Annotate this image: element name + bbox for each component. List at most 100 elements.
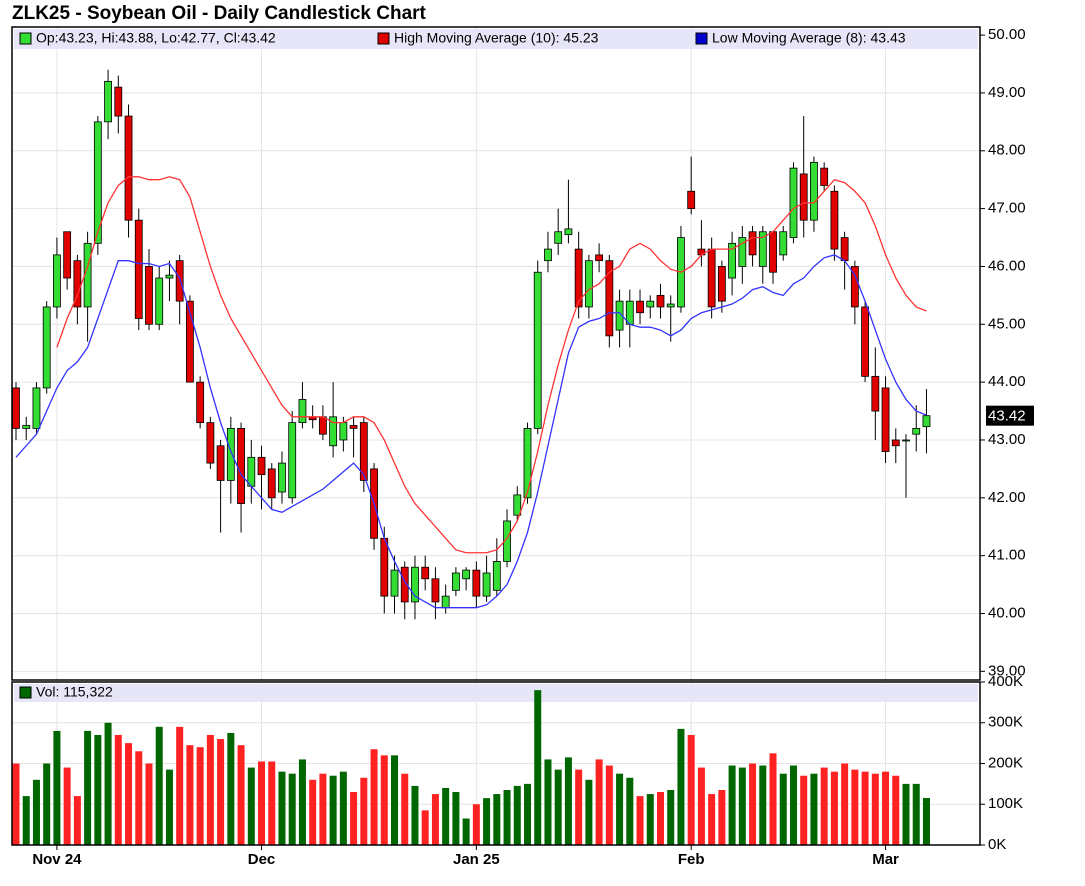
candle-body <box>533 271 542 429</box>
volume-bar <box>636 796 644 845</box>
candle-body <box>267 468 276 499</box>
volume-bar <box>595 759 603 845</box>
volume-bar <box>288 773 296 845</box>
y-tick-label: 47.00 <box>988 200 1026 217</box>
volume-bar <box>63 767 71 845</box>
candle-body <box>482 572 491 597</box>
volume-bar <box>841 763 849 845</box>
candle-body <box>656 294 665 308</box>
legend-swatch <box>695 32 708 45</box>
candle-body <box>646 300 655 308</box>
candle-body <box>554 231 563 244</box>
candle-body <box>114 86 123 117</box>
volume-bar <box>411 785 419 845</box>
candle-body <box>237 428 245 504</box>
volume-bar <box>268 761 276 845</box>
volume-bar <box>882 771 890 845</box>
candle-body <box>226 428 235 481</box>
candle-body <box>912 428 921 435</box>
volume-bar <box>462 818 470 845</box>
volume-bar <box>114 734 122 845</box>
volume-bar <box>145 763 153 845</box>
candle-body <box>513 494 522 516</box>
volume-bar <box>544 759 552 845</box>
volume-bar <box>94 734 102 845</box>
candle-body <box>380 537 389 597</box>
legend-label: Op:43.23, Hi:43.88, Lo:42.77, Cl:43.42 <box>36 30 276 46</box>
volume-bar <box>554 769 562 845</box>
y-tick-label: 39.00 <box>988 662 1026 679</box>
candle-body <box>134 219 143 319</box>
volume-bar <box>738 767 746 845</box>
candle-body <box>63 231 72 279</box>
candle-body <box>145 266 153 325</box>
volume-bar <box>278 771 286 845</box>
candle-body <box>472 569 481 597</box>
y-tick-label: 43.00 <box>988 431 1026 448</box>
candle-body <box>247 456 256 487</box>
legend-band <box>14 684 978 702</box>
volume-bar <box>789 765 797 845</box>
volume-bar <box>125 743 133 845</box>
candle-body <box>871 375 880 412</box>
candle-body <box>441 595 450 609</box>
x-tick-label: Dec <box>248 851 276 868</box>
y-tick-label: 44.00 <box>988 373 1026 390</box>
y-tick-label: 40.00 <box>988 604 1026 621</box>
candle-body <box>707 248 716 308</box>
volume-bar <box>708 794 716 845</box>
x-tick-label: Nov 24 <box>32 851 82 868</box>
volume-bar <box>84 730 92 845</box>
chart-title: ZLK25 - Soybean Oil - Daily Candlestick … <box>12 3 427 24</box>
volume-bar <box>749 763 757 845</box>
candle-body <box>615 300 624 331</box>
volume-bar <box>892 775 900 845</box>
y-tick-label: 300K <box>988 714 1023 731</box>
volume-bar <box>22 796 30 845</box>
volume-bar <box>329 775 337 845</box>
volume-bar <box>687 734 695 845</box>
candle-body <box>349 425 358 429</box>
candle-body <box>779 231 788 256</box>
candle-body <box>186 300 194 383</box>
y-tick-label: 48.00 <box>988 142 1026 159</box>
volume-bar <box>851 769 859 845</box>
candle-body <box>605 260 614 337</box>
candle-body <box>175 260 184 302</box>
legend-swatch <box>19 686 32 699</box>
volume-bar <box>104 722 112 845</box>
y-tick-label: 45.00 <box>988 315 1026 332</box>
candle-body <box>339 422 348 441</box>
legend-swatch <box>19 32 32 45</box>
y-tick-label: 41.00 <box>988 547 1026 564</box>
volume-bar <box>616 773 624 845</box>
volume-bar <box>206 734 214 845</box>
candle-body <box>738 237 747 267</box>
volume-bar <box>380 755 388 845</box>
volume-bar <box>247 767 255 845</box>
volume-bar <box>319 773 327 845</box>
candle-body <box>687 190 696 210</box>
candle-body <box>421 566 430 580</box>
panel-border <box>11 681 981 846</box>
candle-body <box>288 422 297 499</box>
volume-bar <box>779 773 787 845</box>
candle-body <box>881 387 890 452</box>
legend-label: High Moving Average (10): 45.23 <box>394 30 599 46</box>
volume-bar <box>176 726 184 845</box>
volume-bar <box>810 773 818 845</box>
volume-bar <box>830 771 838 845</box>
volume-bar <box>442 787 450 845</box>
volume-bar <box>196 747 204 845</box>
volume-bar <box>575 769 583 845</box>
volume-bar <box>155 726 163 845</box>
candle-body <box>155 277 164 325</box>
y-tick-label: 0K <box>988 836 1006 853</box>
candle-body <box>216 445 225 481</box>
volume-bar <box>513 785 521 845</box>
volume-bar <box>493 794 501 845</box>
candle-body <box>820 167 829 186</box>
candle-body <box>329 416 338 447</box>
last-price-label: 43.42 <box>988 408 1026 425</box>
volume-bar <box>759 765 767 845</box>
